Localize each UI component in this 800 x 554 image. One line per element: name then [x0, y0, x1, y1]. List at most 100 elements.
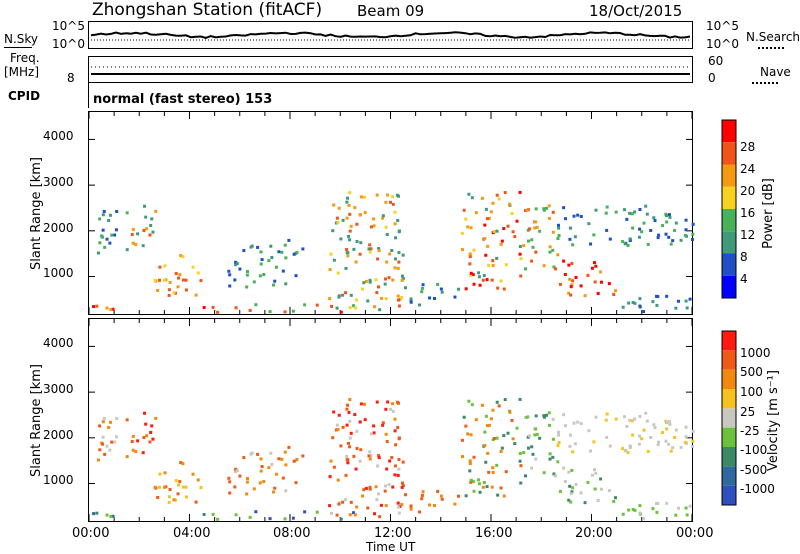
velocity-cell	[283, 517, 287, 521]
nsearch-tick-top: 10^5	[706, 19, 739, 33]
power-cell	[638, 227, 642, 231]
power-cell	[242, 249, 246, 253]
velocity-cell	[665, 427, 669, 431]
power-cell	[480, 196, 484, 200]
power-cell	[358, 252, 362, 256]
power-cell	[191, 265, 195, 269]
power-cell	[484, 207, 488, 211]
power-cell	[605, 205, 609, 209]
power-cell	[378, 308, 382, 312]
velocity-cell	[400, 485, 404, 489]
velocity-cell	[234, 467, 238, 471]
power-cell	[579, 214, 583, 218]
power-cell	[368, 250, 372, 254]
velocity-cell	[345, 458, 349, 462]
nsky-trace	[90, 31, 691, 39]
power-cell	[336, 221, 340, 225]
velocity-cell	[348, 398, 352, 402]
velocity-cell	[174, 479, 178, 483]
power-cell	[349, 293, 353, 297]
velocity-cell	[396, 426, 400, 430]
velocity-cell	[337, 502, 341, 506]
power-cell	[115, 210, 119, 214]
velocity-cell	[503, 398, 507, 402]
velocity-cell	[366, 506, 370, 510]
power-cell	[524, 267, 528, 271]
velocity-cell	[352, 511, 356, 515]
velocity-cell	[623, 415, 627, 419]
power-cell	[110, 233, 114, 237]
velocity-cell	[674, 428, 678, 432]
velocity-cell	[499, 486, 503, 490]
power-cell	[252, 280, 256, 284]
velocity-cell	[355, 429, 359, 433]
velocity-cell	[348, 445, 352, 449]
velocity-cell	[633, 417, 637, 421]
velocity-cell	[330, 511, 334, 515]
power-cell	[623, 242, 627, 246]
nsky-label: N.Sky	[4, 32, 39, 46]
power-cell	[258, 274, 262, 278]
velocity-cell	[291, 516, 295, 520]
velocity-colorbar-segment	[722, 447, 736, 467]
power-cell	[404, 286, 408, 290]
velocity-cell	[436, 489, 440, 493]
velocity-cell	[547, 411, 551, 415]
power-cell	[460, 248, 464, 252]
velocity-cell	[567, 470, 571, 474]
velocity-cell	[552, 472, 556, 476]
velocity-cell	[483, 444, 487, 448]
power-cell	[574, 275, 578, 279]
velocity-cell	[284, 463, 288, 467]
velocity-cb-tick: 25	[740, 405, 756, 419]
power-cb-tick: 8	[740, 250, 748, 264]
power-cell	[570, 283, 574, 287]
power-cell	[345, 200, 349, 204]
x-axis-label: Time UT	[366, 540, 416, 554]
power-cell	[400, 296, 404, 300]
power-cell	[107, 218, 111, 222]
velocity-cell	[238, 474, 242, 478]
velocity-cell	[358, 459, 362, 463]
velocity-cell	[440, 497, 444, 501]
velocity-cell	[542, 471, 546, 475]
power-cell	[420, 286, 424, 290]
power-cell	[336, 271, 340, 275]
power-cell	[332, 203, 336, 207]
power-cell	[642, 221, 646, 225]
velocity-cell	[142, 436, 146, 440]
power-cell	[262, 273, 266, 277]
velocity-cell	[378, 515, 382, 519]
velocity-cell	[640, 437, 644, 441]
velocity-cell	[393, 417, 397, 421]
velocity-cell	[92, 512, 96, 516]
power-cell	[381, 216, 385, 220]
velocity-cell	[497, 404, 501, 408]
power-cell	[125, 211, 129, 215]
velocity-cell	[331, 436, 335, 440]
velocity-cell	[401, 460, 405, 464]
power-cell	[668, 215, 672, 219]
power-cell	[468, 255, 472, 259]
power-cell	[637, 235, 641, 239]
velocity-cell	[292, 459, 296, 463]
velocity-cell	[594, 415, 598, 419]
power-ytick: 4000	[43, 129, 74, 143]
power-cell	[156, 288, 160, 292]
velocity-cell	[556, 460, 560, 464]
power-cell	[673, 228, 677, 232]
power-cell	[557, 234, 561, 238]
velocity-cell	[163, 485, 167, 489]
velocity-cell	[614, 417, 618, 421]
power-cell	[393, 257, 397, 261]
power-cell	[341, 293, 345, 297]
power-cell	[105, 237, 109, 241]
velocity-cell	[341, 425, 345, 429]
power-cell	[683, 233, 687, 237]
power-cell	[453, 295, 457, 299]
power-cell	[181, 255, 185, 259]
velocity-cell	[148, 440, 152, 444]
velocity-cell	[688, 504, 692, 508]
velocity-cell	[385, 467, 389, 471]
